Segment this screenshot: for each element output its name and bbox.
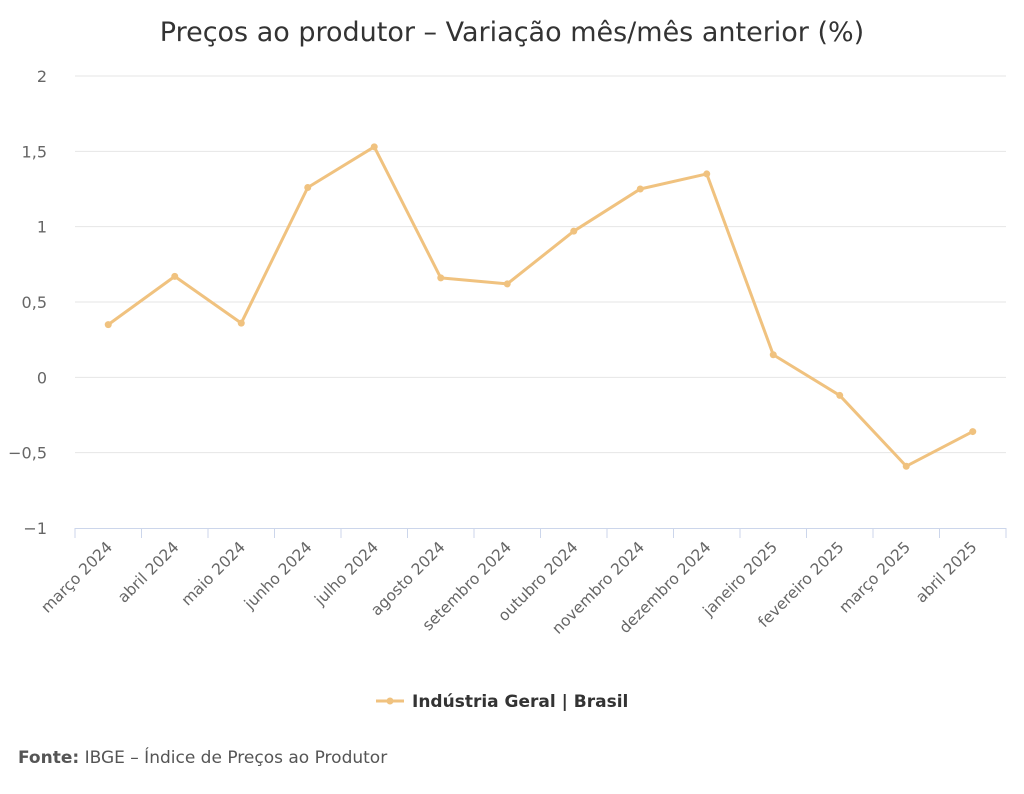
y-axis-ticks: 2 1,5 1 0,5 0 −0,5 −1 xyxy=(8,67,47,538)
data-point[interactable] xyxy=(171,272,179,280)
grid-lines xyxy=(75,75,1006,454)
legend-entry-label: Indústria Geral | Brasil xyxy=(412,692,628,712)
x-tick-label: abril 2025 xyxy=(912,538,980,606)
source-label: Fonte: xyxy=(18,748,80,768)
data-point[interactable] xyxy=(703,170,711,178)
x-tick-label: julho 2024 xyxy=(311,538,383,610)
data-point[interactable] xyxy=(902,462,910,470)
series-layer xyxy=(104,143,977,470)
data-point[interactable] xyxy=(304,183,312,191)
data-point[interactable] xyxy=(370,143,378,151)
data-point[interactable] xyxy=(769,351,777,359)
source-note: Fonte: IBGE – Índice de Preços ao Produt… xyxy=(18,748,387,768)
y-tick-label: −0,5 xyxy=(8,444,47,463)
data-point[interactable] xyxy=(437,274,445,282)
chart-title: Preços ao produtor – Variação mês/mês an… xyxy=(160,17,864,48)
y-tick-label: 2 xyxy=(37,67,47,86)
y-tick-label: −1 xyxy=(23,519,47,538)
y-tick-label: 1 xyxy=(37,218,47,237)
x-tick-label: março 2025 xyxy=(836,538,914,616)
legend-point-marker xyxy=(386,697,394,705)
y-tick-label: 0 xyxy=(37,368,47,387)
data-point[interactable] xyxy=(636,185,644,193)
data-point[interactable] xyxy=(104,321,112,329)
series-line[interactable] xyxy=(106,145,975,468)
x-tick-label: junho 2024 xyxy=(240,538,315,613)
data-point[interactable] xyxy=(836,391,844,399)
data-point[interactable] xyxy=(969,428,977,436)
data-point[interactable] xyxy=(237,319,245,327)
x-tick-label: maio 2024 xyxy=(178,538,249,609)
x-tick-label: março 2024 xyxy=(38,538,116,616)
x-axis xyxy=(74,528,1007,538)
x-tick-label: abril 2024 xyxy=(114,538,182,606)
y-tick-label: 0,5 xyxy=(22,293,47,312)
y-tick-label: 1,5 xyxy=(22,142,47,161)
source-text: IBGE – Índice de Preços ao Produtor xyxy=(79,748,388,768)
legend[interactable]: Indústria Geral | Brasil xyxy=(376,692,628,712)
data-point[interactable] xyxy=(570,227,578,235)
data-point[interactable] xyxy=(503,280,511,288)
